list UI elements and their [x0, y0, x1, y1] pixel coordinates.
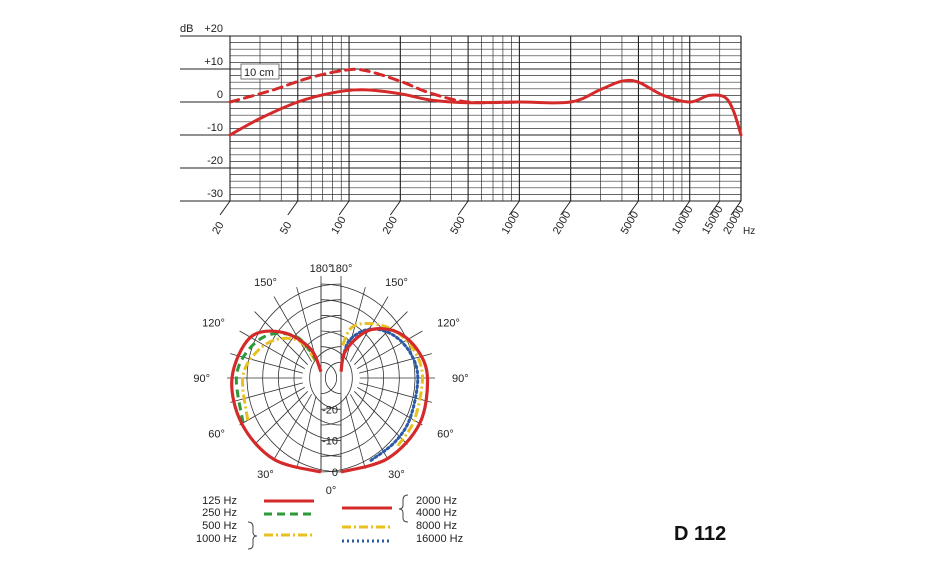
legend-label-right: 8000 Hz [416, 520, 457, 532]
x-tick-mark [730, 200, 742, 216]
polar-spoke [354, 311, 408, 365]
polar-angle-label: 120° [202, 318, 225, 330]
polar-curve-8000-hz [340, 321, 425, 447]
x-tick-mark [219, 200, 231, 216]
polar-spoke [345, 287, 366, 360]
y-tick-label: -20 [207, 155, 223, 167]
polar-spoke [230, 382, 303, 403]
polar-ring [320, 361, 337, 395]
response-curves [228, 67, 743, 137]
response-curve-far-field [228, 78, 743, 137]
polar-angle-label: 180° [330, 263, 353, 275]
frequency-grid [180, 35, 742, 202]
polar-radius-label: 0 [332, 467, 338, 479]
svg-text:10 cm: 10 cm [244, 67, 274, 79]
x-tick-label: 5000 [619, 209, 642, 236]
x-tick-mark [679, 200, 691, 216]
polar-angle-label: 60° [208, 429, 225, 441]
legend-label-left: 125 Hz [202, 495, 237, 507]
x-tick-mark [287, 200, 299, 216]
polar-pattern-chart: 0° 30° 30° 60° 60° 90° 90° 120° 120° 150° 150° 180°… [193, 263, 468, 497]
polar-angle-label: 90° [452, 373, 469, 385]
legend-brace-right [398, 494, 409, 523]
x-tick-mark [338, 200, 350, 216]
polar-angle-label: 0° [326, 485, 337, 497]
y-tick-label: 0 [217, 89, 223, 101]
annotation-10cm: 10 cm [240, 63, 280, 80]
frequency-response-chart: +20 +10 0 -10 -20 -30 20 50 100 200 500 1000 2000 50… [180, 23, 755, 237]
polar-curve-125-hz [230, 329, 323, 474]
x-tick-label: 10000 [670, 204, 696, 236]
polar-radius-label: -20 [322, 404, 338, 416]
polar-angle-labels: 0° 30° 30° 60° 60° 90° 90° 120° 120° 150° 150° 180°… [193, 263, 468, 497]
legend-label-left: 1000 Hz [196, 533, 237, 545]
x-tick-mark [457, 200, 469, 216]
x-tick-mark [508, 200, 520, 216]
y-axis-label: dB [180, 23, 193, 35]
polar-spoke [230, 353, 303, 374]
polar-ring [320, 346, 353, 410]
polar-ring [277, 314, 342, 442]
x-tick-label: 500 [448, 215, 468, 237]
polar-spoke [296, 396, 317, 469]
polar-radius-label: -10 [322, 436, 338, 448]
polar-spoke [273, 394, 312, 460]
polar-angle-label: 90° [193, 373, 210, 385]
x-tick-label: 100 [329, 215, 349, 237]
polar-spoke [350, 394, 389, 460]
x-tick-mark [709, 200, 721, 216]
y-tick-label: +20 [204, 23, 223, 35]
polar-spoke [357, 330, 423, 369]
polar-spoke [357, 387, 423, 426]
polar-radius-ticks: 0 -10 -20 [322, 404, 338, 479]
x-tick-label: 2000 [551, 209, 574, 236]
x-tick-mark [628, 200, 639, 216]
polar-angle-label: 120° [437, 318, 460, 330]
legend-label-left: 250 Hz [202, 507, 237, 519]
x-axis-unit: Hz [743, 226, 755, 237]
y-tick-label: -10 [207, 122, 223, 134]
polar-ring [246, 283, 342, 473]
polar-ring [293, 330, 342, 426]
polar-spoke [254, 391, 308, 445]
legend-label-left: 500 Hz [202, 520, 237, 532]
model-label: D 112 [674, 523, 727, 545]
polar-angle-label: 150° [254, 277, 277, 289]
x-tick-label: 50 [278, 220, 295, 237]
polar-angle-label: 180° [310, 263, 333, 275]
legend-label-right: 4000 Hz [416, 507, 457, 519]
polar-ring [309, 346, 342, 410]
polar-angle-label: 30° [388, 469, 405, 481]
polar-spoke [359, 353, 432, 374]
x-tick-label: 20 [210, 220, 227, 237]
polar-spoke [239, 387, 305, 426]
polar-angle-label: 30° [257, 469, 274, 481]
polar-ring [325, 361, 342, 395]
x-tick-mark [389, 200, 401, 216]
polar-ring [262, 299, 342, 457]
legend-brace-left [247, 521, 258, 550]
polar-spoke [254, 311, 308, 365]
polar-curve-500-hz-1000-hz [241, 336, 319, 421]
polar-spoke [345, 396, 366, 469]
polar-spoke [296, 287, 317, 360]
polar-curve-2000-hz-4000-hz [339, 327, 430, 474]
polar-curves [230, 321, 430, 474]
polar-angle-label: 60° [437, 429, 454, 441]
legend-label-right: 2000 Hz [416, 495, 457, 507]
x-tick-mark [560, 200, 572, 216]
polar-curve-16000-hz [339, 327, 420, 462]
polar-angle-label: 150° [385, 277, 408, 289]
response-curve-10cm-dashed [228, 67, 521, 105]
x-tick-label: 200 [381, 215, 401, 237]
polar-spoke [273, 296, 312, 362]
x-tick-label: 1000 [500, 209, 523, 236]
y-tick-label: +10 [204, 56, 223, 68]
y-tick-label: -30 [207, 188, 223, 200]
y-axis-ticks: +20 +10 0 -10 -20 -30 [204, 23, 223, 200]
legend-label-right: 16000 Hz [416, 533, 463, 545]
